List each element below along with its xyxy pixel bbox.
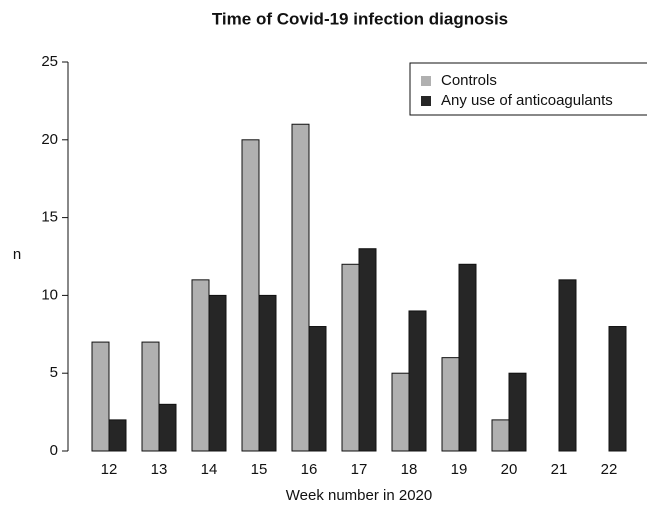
y-axis-label: n [13,246,21,263]
bar [341,263,360,452]
bar [308,326,327,452]
bar [491,419,510,452]
bar [458,263,477,452]
bar [558,279,577,452]
x-tick-label: 22 [601,461,618,478]
bar [141,341,160,452]
bar [91,341,110,452]
legend-swatch [421,76,431,86]
legend-swatch [421,96,431,106]
x-tick-label: 13 [151,461,168,478]
y-tick-label: 10 [41,286,58,303]
x-tick-label: 16 [301,461,318,478]
legend-label: Any use of anticoagulants [441,92,613,109]
bar [441,357,460,452]
y-tick-label: 15 [41,209,58,226]
bar [508,372,527,452]
x-tick-label: 17 [351,461,368,478]
y-tick-label: 25 [41,53,58,70]
bar [608,326,627,452]
x-tick-label: 15 [251,461,268,478]
bar [241,139,260,452]
x-tick-label: 20 [501,461,518,478]
bar [158,403,177,452]
x-tick-label: 21 [551,461,568,478]
legend-label: Controls [441,72,497,89]
y-tick-label: 5 [50,364,58,381]
bar [391,372,410,452]
x-tick-label: 19 [451,461,468,478]
x-tick-label: 14 [201,461,218,478]
y-tick-label: 20 [41,131,58,148]
bar [408,310,427,452]
bar [191,279,210,452]
chart-title: Time of Covid-19 infection diagnosis [212,9,508,28]
bar [208,294,227,452]
legend-box [409,62,647,116]
x-axis-label: Week number in 2020 [286,487,432,504]
bar [258,294,277,452]
x-tick-label: 12 [101,461,118,478]
y-tick-label: 0 [50,442,58,459]
x-tick-label: 18 [401,461,418,478]
bar [291,123,310,452]
bar [108,419,127,452]
bar [358,248,377,452]
